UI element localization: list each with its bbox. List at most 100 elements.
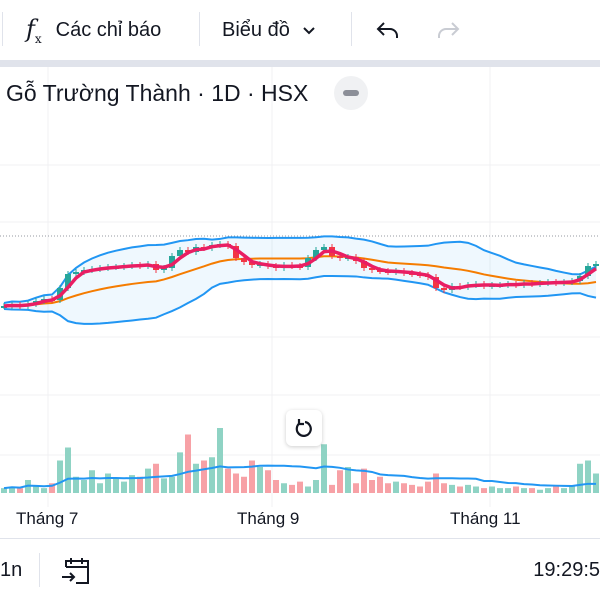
volume-bar	[273, 480, 279, 493]
volume-bar	[561, 488, 567, 493]
volume-bar	[113, 478, 119, 493]
volume-bar	[345, 467, 351, 493]
toolbar-divider	[0, 60, 600, 67]
volume-bar	[401, 483, 407, 493]
volume-bar	[409, 484, 415, 493]
volume-bar	[169, 476, 175, 493]
chart-type-dropdown[interactable]: Biểu đồ	[222, 0, 316, 60]
volume-bar	[489, 486, 495, 493]
time-label: Tháng 11	[450, 509, 521, 528]
indicators-button[interactable]: fx Các chỉ báo	[26, 0, 161, 60]
function-icon: fx	[26, 14, 42, 46]
volume-bar	[417, 486, 423, 493]
volume-bar	[441, 483, 447, 493]
volume-bar	[377, 476, 383, 493]
volume-bar	[321, 444, 327, 493]
volume-ma-line	[3, 464, 596, 490]
candle	[177, 250, 183, 256]
volume-bar	[153, 463, 159, 493]
candle	[321, 247, 327, 250]
price-chart[interactable]	[0, 67, 600, 507]
candle	[249, 262, 255, 265]
volume-bar	[265, 470, 271, 493]
volume-bar	[521, 488, 527, 493]
volume-bar	[9, 486, 15, 493]
candle	[369, 268, 375, 270]
divider	[39, 553, 40, 587]
divider	[351, 12, 352, 46]
reset-chart-button[interactable]	[286, 410, 322, 446]
candle	[441, 288, 447, 290]
candle	[233, 246, 239, 258]
candle	[169, 256, 175, 268]
volume-bar	[465, 484, 471, 493]
bollinger-upper	[3, 235, 597, 304]
volume-bar	[193, 463, 199, 493]
volume-bar	[481, 488, 487, 493]
volume-bar	[505, 488, 511, 493]
volume-bar	[33, 486, 39, 493]
volume-bar	[361, 468, 367, 493]
volume-bar	[297, 481, 303, 493]
ma-long-line	[3, 255, 597, 307]
volume-bar	[305, 486, 311, 493]
volume-bar	[529, 488, 535, 493]
collapse-legend-button[interactable]	[334, 76, 369, 110]
undo-icon	[376, 22, 398, 38]
time-label: Tháng 9	[237, 509, 300, 528]
time-label: Tháng 7	[16, 509, 79, 528]
volume-bar	[209, 457, 215, 493]
symbol-title: Gỗ Trường Thành · 1D · HSX	[6, 79, 309, 106]
volume-bar	[249, 460, 255, 493]
candle	[433, 277, 439, 288]
volume-bar	[369, 480, 375, 493]
chart-legend: Gỗ Trường Thành · 1D · HSX	[6, 76, 369, 110]
volume-bar	[457, 486, 463, 493]
volume-bar	[241, 476, 247, 493]
volume-bar	[473, 486, 479, 493]
volume-bar	[225, 468, 231, 493]
volume-bar	[289, 484, 295, 493]
candle	[361, 261, 367, 268]
bollinger-fill	[4, 236, 596, 324]
reset-icon	[295, 419, 312, 437]
volume-bar	[329, 484, 335, 493]
volume-bar	[553, 486, 559, 493]
bollinger-lower	[3, 275, 597, 325]
chart-type-label: Biểu đồ	[222, 18, 290, 41]
undo-button[interactable]	[376, 0, 400, 60]
range-button[interactable]: 1n	[0, 559, 23, 581]
candle	[65, 274, 71, 288]
volume-bar	[337, 470, 343, 493]
volume-bar	[393, 481, 399, 493]
redo-icon	[438, 22, 460, 38]
volume-bar	[97, 483, 103, 493]
candle	[241, 258, 247, 262]
volume-bar	[545, 488, 551, 493]
volume-bar	[385, 483, 391, 493]
volume-bar	[513, 486, 519, 493]
volume-bar	[497, 488, 503, 493]
volume-bar	[433, 473, 439, 493]
redo-button[interactable]	[436, 0, 460, 60]
volume-bar	[257, 467, 263, 493]
candle	[337, 256, 343, 258]
volume-bar	[73, 476, 79, 493]
indicators-label: Các chỉ báo	[55, 18, 162, 41]
divider	[199, 12, 200, 46]
volume-bar	[145, 468, 151, 493]
volume-bar	[537, 489, 543, 493]
volume-bar	[185, 434, 191, 493]
candle	[313, 250, 319, 258]
volume-bar	[49, 483, 55, 493]
candle	[585, 266, 591, 276]
go-to-date-button[interactable]	[60, 555, 92, 592]
candle	[73, 272, 79, 274]
volume-bar	[585, 460, 591, 493]
volume-bar	[353, 483, 359, 493]
volume-bar	[137, 476, 143, 493]
volume-bar	[57, 460, 63, 493]
volume-bar	[217, 428, 223, 493]
clock: 19:29:5	[533, 559, 600, 581]
volume-bar	[121, 481, 127, 493]
